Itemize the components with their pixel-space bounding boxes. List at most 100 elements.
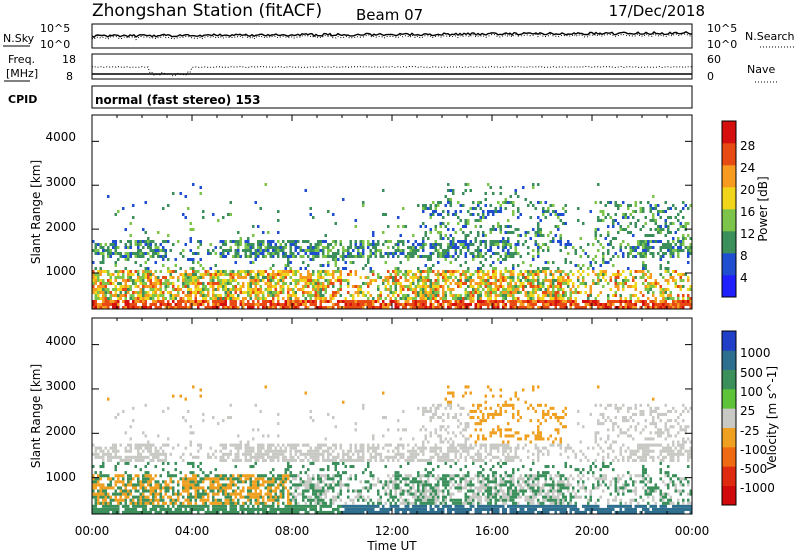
power-cell: [214, 264, 217, 267]
power-cell: [132, 279, 135, 282]
power-cell: [114, 279, 117, 282]
power-cell: [367, 303, 370, 306]
power-cell: [304, 282, 307, 285]
velocity-cell: [267, 498, 270, 502]
power-cell: [607, 306, 610, 309]
power-cell: [582, 264, 585, 267]
power-cell: [149, 279, 152, 282]
velocity-cell: [214, 510, 217, 514]
power-cell: [187, 306, 190, 309]
power-cell: [242, 306, 245, 309]
power-cell: [144, 267, 147, 270]
power-cell: [122, 300, 125, 303]
power-cell: [562, 306, 565, 309]
power-cell: [272, 294, 275, 297]
velocity-cell: [254, 477, 257, 481]
velocity-cell: [264, 474, 267, 478]
power-cell: [609, 279, 612, 282]
power-cell: [322, 282, 325, 285]
power-cell: [162, 276, 165, 279]
velocity-cell: [237, 492, 240, 496]
velocity-cell: [152, 486, 155, 490]
velocity-cell: [97, 455, 100, 459]
power-cell: [412, 243, 415, 246]
velocity-cell: [302, 498, 305, 502]
velocity-cell: [189, 492, 192, 496]
power-cell: [134, 303, 137, 306]
velocity-cell: [139, 483, 142, 487]
power-cell: [504, 297, 507, 300]
velocity-cell: [159, 458, 162, 462]
velocity-cell: [304, 452, 307, 456]
power-cell: [437, 285, 440, 288]
velocity-cell: [137, 480, 140, 484]
power-cell: [524, 294, 527, 297]
power-cell: [102, 294, 105, 297]
velocity-cell: [297, 501, 300, 505]
velocity-cell: [277, 504, 280, 508]
velocity-cell: [327, 477, 330, 481]
power-cell: [192, 282, 195, 285]
power-cell: [99, 261, 102, 264]
velocity-cell: [152, 501, 155, 505]
velocity-cell: [267, 452, 270, 456]
power-cell: [337, 267, 340, 270]
power-cell: [377, 273, 380, 276]
power-cell: [432, 201, 435, 204]
power-cell: [679, 273, 682, 276]
power-cell: [487, 288, 490, 291]
velocity-cell: [234, 455, 237, 459]
velocity-cell: [357, 449, 360, 453]
power-cell: [642, 210, 645, 213]
power-cell: [304, 276, 307, 279]
power-cell: [667, 297, 670, 300]
power-cell: [479, 267, 482, 270]
power-cell: [274, 273, 277, 276]
power-cell: [329, 306, 332, 309]
velocity-cell: [234, 477, 237, 481]
power-cell: [487, 294, 490, 297]
power-cell: [272, 252, 275, 255]
power-cell: [429, 270, 432, 273]
velocity-cell: [94, 446, 97, 450]
velocity-cell: [144, 477, 147, 481]
power-cell: [582, 222, 585, 225]
power-cell: [127, 273, 130, 276]
power-cell: [287, 255, 290, 258]
power-cell: [424, 264, 427, 267]
power-cell: [224, 240, 227, 243]
power-cell: [642, 261, 645, 264]
velocity-cell: [102, 504, 105, 508]
power-cell: [507, 240, 510, 243]
power-cell: [307, 270, 310, 273]
power-cell: [602, 285, 605, 288]
power-cell: [434, 207, 437, 210]
velocity-cell: [284, 446, 287, 450]
power-cell: [164, 276, 167, 279]
power-cell: [632, 306, 635, 309]
power-cell: [489, 204, 492, 207]
power-cell: [664, 234, 667, 237]
power-cell: [634, 303, 637, 306]
power-cell: [449, 201, 452, 204]
power-cell: [289, 243, 292, 246]
power-cell: [594, 297, 597, 300]
power-cell: [422, 210, 425, 213]
power-cell: [504, 255, 507, 258]
power-cell: [339, 255, 342, 258]
velocity-cell: [217, 507, 220, 511]
power-cell: [599, 234, 602, 237]
velocity-cell: [179, 501, 182, 505]
velocity-cell: [357, 498, 360, 502]
power-cell: [174, 303, 177, 306]
velocity-cell: [102, 501, 105, 505]
power-cell: [629, 252, 632, 255]
power-cell: [279, 249, 282, 252]
power-cell: [99, 303, 102, 306]
power-cell: [454, 297, 457, 300]
power-cell: [312, 249, 315, 252]
power-cell: [337, 249, 340, 252]
velocity-cell: [309, 409, 312, 413]
power-cell: [429, 252, 432, 255]
velocity-cell: [214, 480, 217, 484]
